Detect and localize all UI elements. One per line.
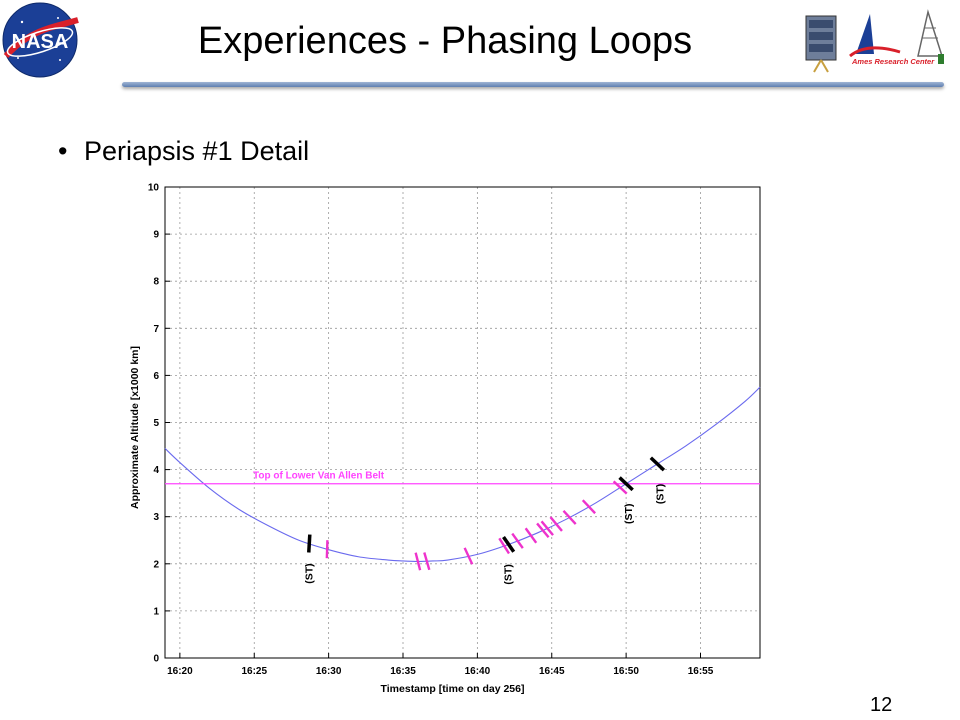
nasa-logo: NASA (2, 2, 79, 78)
event-mark (540, 520, 554, 536)
st-label: (ST) (654, 484, 666, 504)
y-tick-label: 10 (148, 183, 160, 194)
bullet-item: • Periapsis #1 Detail (58, 136, 309, 167)
ames-logo-text: Ames Research Center (851, 57, 935, 66)
event-mark (498, 537, 511, 555)
st-label: (ST) (303, 563, 315, 583)
slide-title: Experiences - Phasing Loops (197, 20, 693, 62)
bullet-text: Periapsis #1 Detail (84, 136, 310, 166)
y-tick-label: 8 (153, 277, 159, 288)
x-tick-label: 16:40 (465, 666, 491, 677)
y-tick-label: 5 (153, 418, 159, 429)
tower-icon (917, 9, 944, 64)
event-mark (414, 552, 422, 571)
y-tick-label: 9 (153, 230, 159, 241)
nasa-logo-text: NASA (12, 31, 69, 53)
spacecraft-icon (805, 15, 837, 73)
y-tick-label: 7 (153, 324, 159, 335)
event-mark (612, 480, 628, 495)
st-mark (649, 456, 666, 472)
x-tick-label: 16:30 (316, 666, 342, 677)
event-mark (562, 509, 577, 525)
x-tick-label: 16:20 (167, 666, 193, 677)
y-tick-label: 3 (153, 512, 159, 523)
y-tick-label: 0 (153, 654, 159, 665)
st-mark (618, 476, 634, 492)
x-tick-label: 16:25 (241, 666, 267, 677)
event-mark (463, 547, 474, 565)
event-mark (325, 540, 329, 559)
st-mark (307, 534, 312, 553)
x-axis-label: Timestamp [time on day 256] (381, 683, 525, 695)
title-underline (122, 82, 944, 87)
y-tick-label: 4 (153, 465, 159, 476)
event-mark (423, 552, 431, 571)
event-mark (549, 516, 563, 532)
x-tick-label: 16:35 (390, 666, 416, 677)
y-axis-label: Approximate Altitude [x1000 km] (129, 346, 141, 509)
x-tick-label: 16:50 (613, 666, 639, 677)
st-label: (ST) (623, 504, 635, 524)
ames-logo: Ames Research Center (849, 14, 935, 66)
event-mark (581, 499, 596, 515)
x-tick-label: 16:55 (688, 666, 714, 677)
event-mark (524, 527, 538, 544)
event-mark (511, 532, 524, 549)
van-allen-label: Top of Lower Van Allen Belt (253, 471, 385, 482)
x-tick-label: 16:45 (539, 666, 565, 677)
st-label: (ST) (503, 564, 515, 584)
y-tick-label: 2 (153, 559, 159, 570)
y-tick-label: 6 (153, 371, 159, 382)
mission-logos: Ames Research Center (805, 9, 944, 73)
bullet-dot: • (58, 136, 68, 166)
plot-frame (164, 186, 761, 659)
page-number: 12 (870, 694, 893, 716)
y-tick-label: 1 (153, 606, 159, 617)
event-mark (536, 522, 550, 539)
st-mark (502, 535, 516, 553)
